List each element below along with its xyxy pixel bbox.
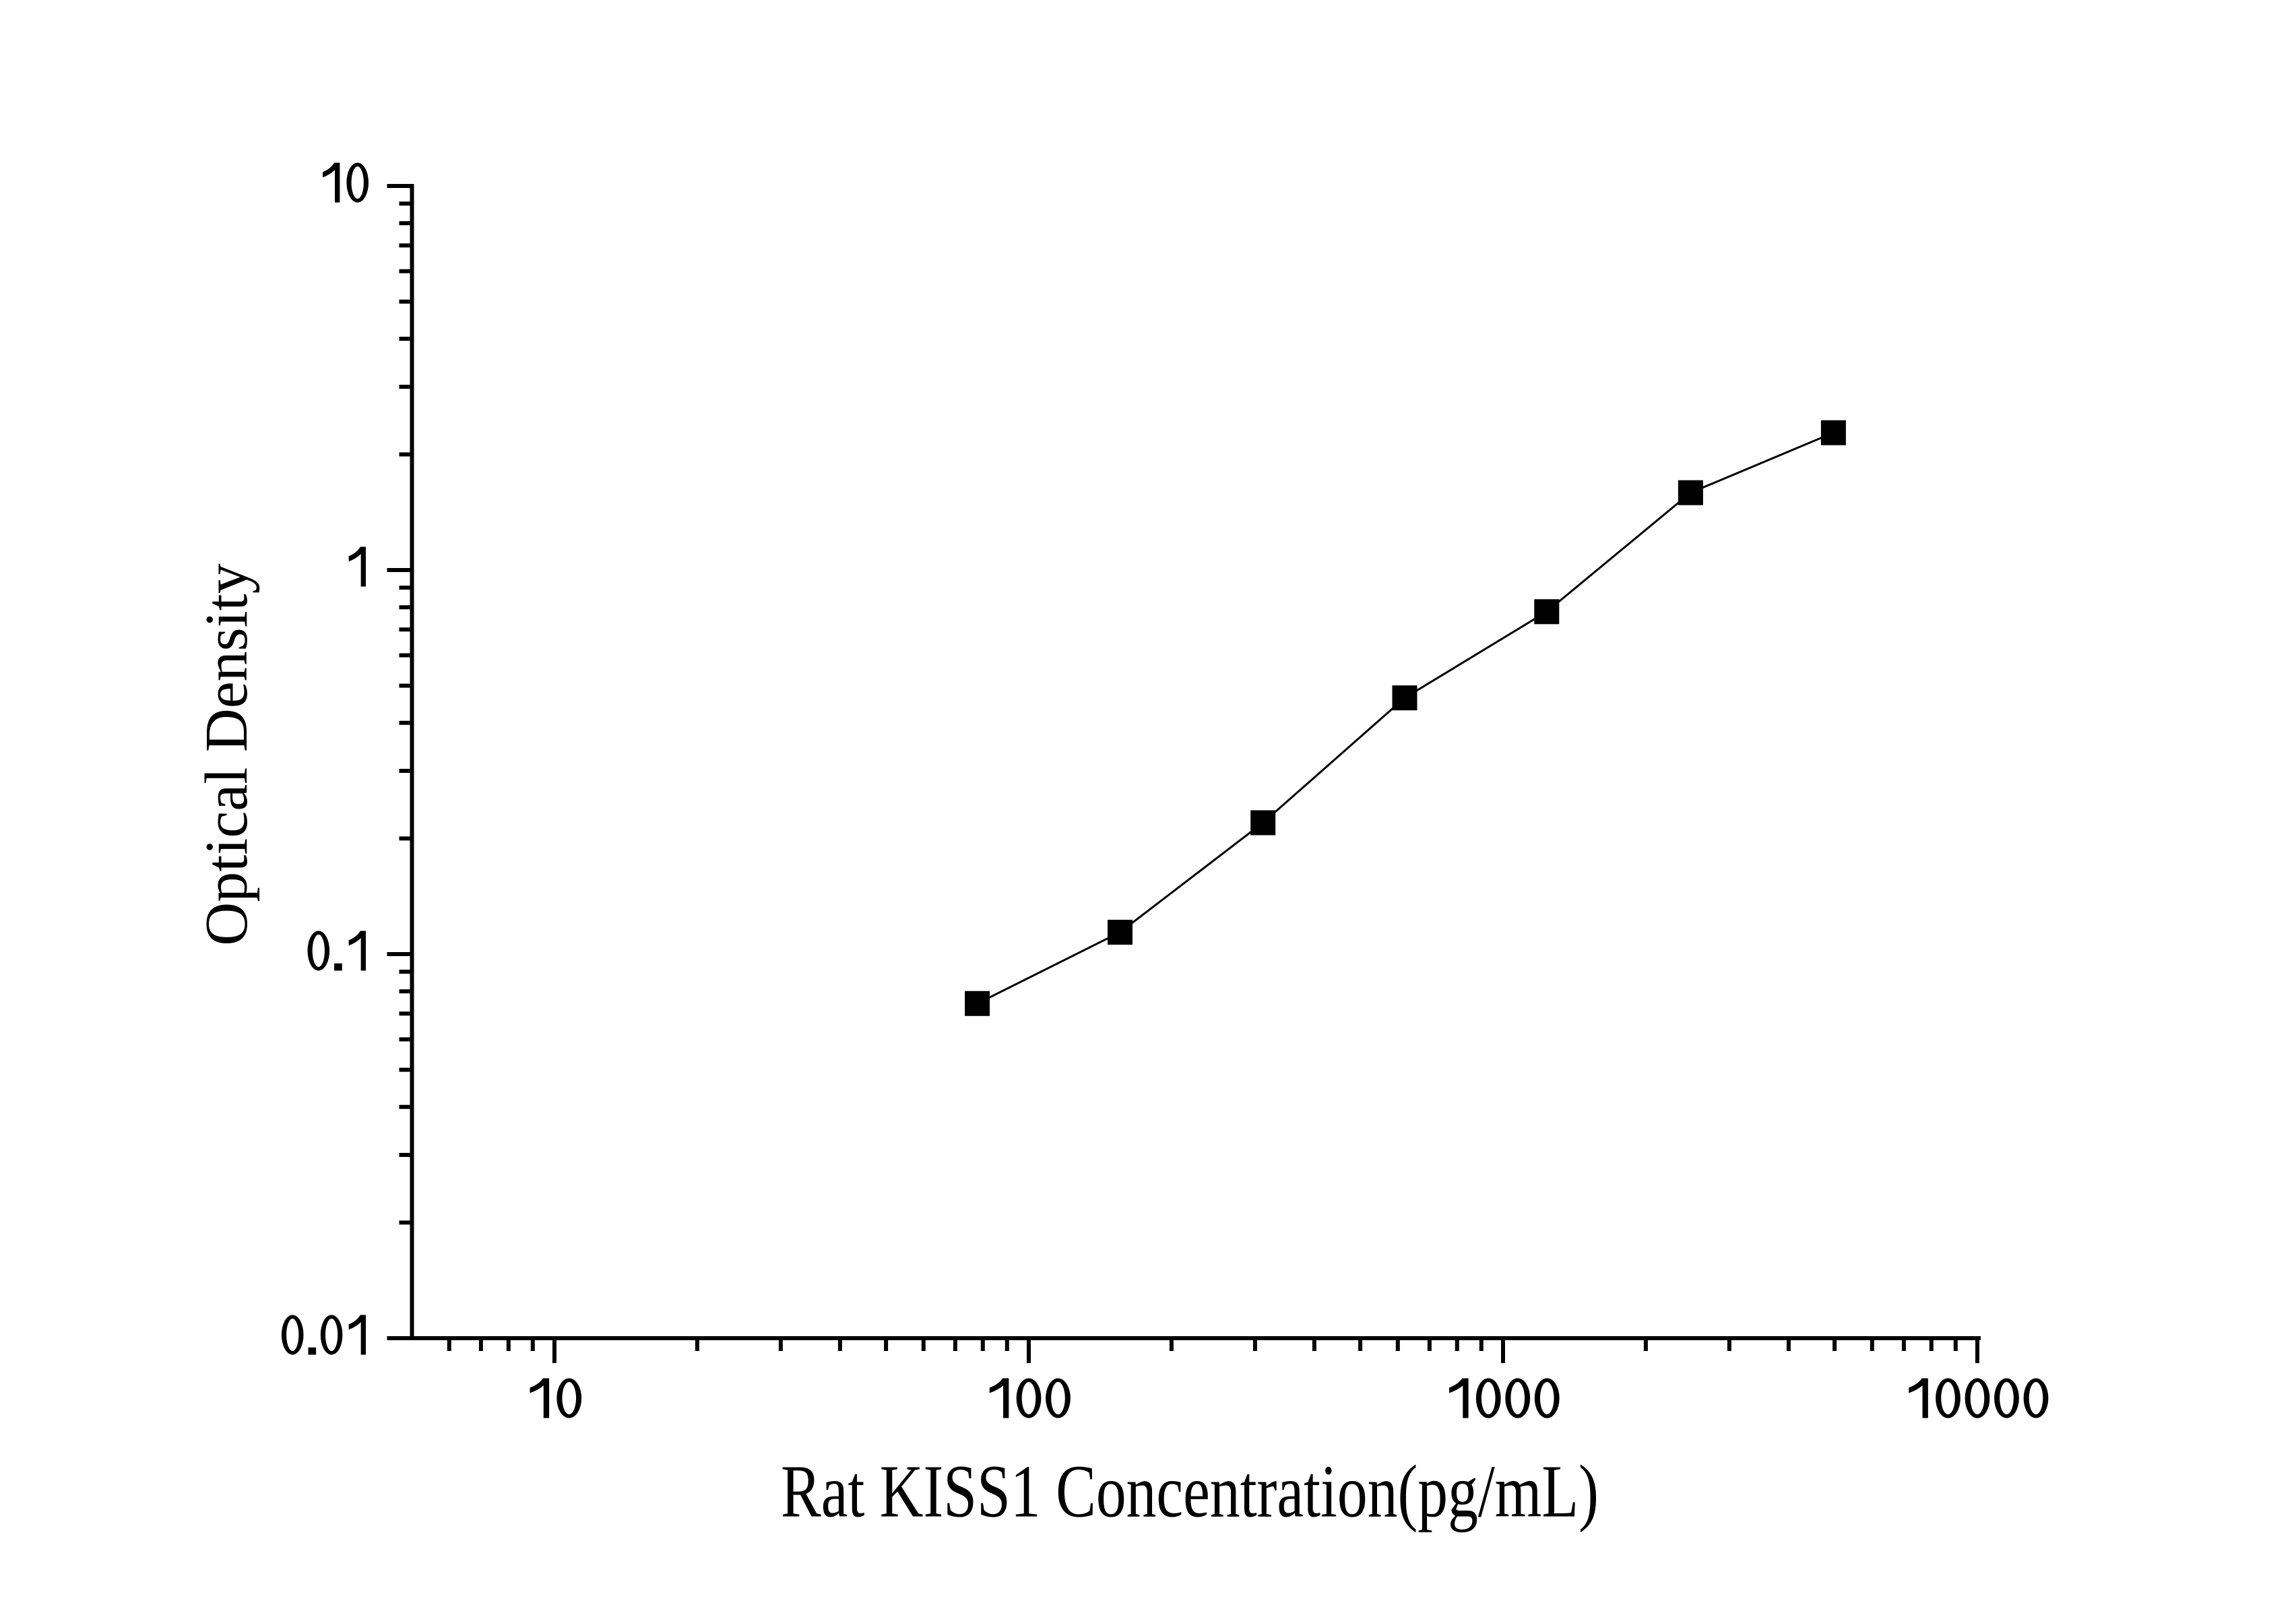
svg-text:Optical Density: Optical Density — [193, 563, 260, 945]
svg-text:Rat KISS1 Concentration(pg/mL): Rat KISS1 Concentration(pg/mL) — [781, 1449, 1599, 1532]
